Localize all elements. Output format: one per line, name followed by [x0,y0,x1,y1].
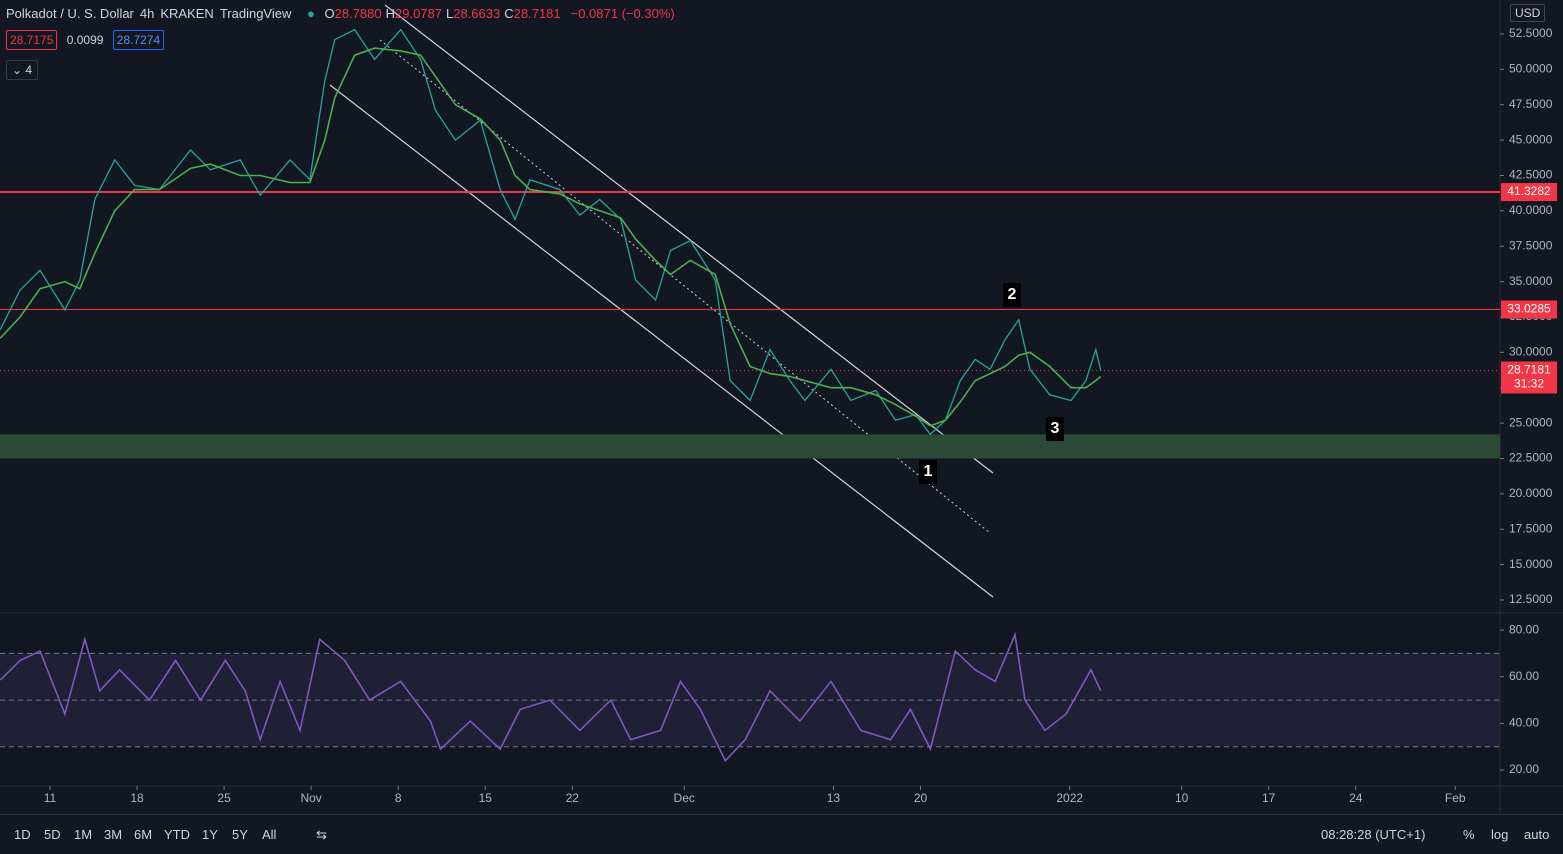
x-tick-label: Dec [674,791,695,805]
bottom-toolbar: 08:28:28 (UTC+1) ⇆ 1D 5D 1M 3M 6M YTD 1Y 5Y All%… [0,814,1563,854]
channel-lower [329,84,994,598]
y-tick-label: 47.5000 [1509,97,1553,111]
range-button[interactable]: 5D [44,827,61,842]
range-button[interactable]: 5Y [232,827,248,842]
y-tick-label: 20.0000 [1509,486,1553,500]
countdown: 31:32 [1514,377,1544,391]
ohlc-key: L [446,6,454,21]
x-tick-label: 8 [395,791,402,805]
y-tick-label: 17.5000 [1509,521,1553,535]
scale-option[interactable]: log [1491,827,1509,842]
x-tick-label: 13 [827,791,841,805]
legend-header: Polkadot / U. S. Dollar 4h KRAKEN TradingVi… [6,6,679,21]
ohlc-key: H [385,6,395,21]
price-tag-label: 33.0285 [1507,302,1551,316]
scale-option[interactable]: auto [1524,827,1550,842]
y-tick-label: 60.00 [1509,669,1539,683]
ohlc-value: 28.7880 [334,6,382,21]
ohlc-key: C [504,6,514,21]
indicators-toggle[interactable]: ⌄ 4 [6,60,39,80]
x-tick-label: 17 [1262,791,1276,805]
chart: 12.5000 15.0000 17.5000 20.0000 22.5000 25.00… [0,0,1563,814]
range-button[interactable]: 1Y [202,827,218,842]
interval: 4h [139,6,155,21]
support-zone [0,434,1500,459]
x-tick-label: 2022 [1056,791,1083,805]
y-tick-label: 25.0000 [1509,415,1553,429]
y-tick-label: 37.5000 [1509,238,1553,252]
change: −0.0871 (−0.30%) [570,6,675,21]
price-tag-label: 41.3282 [1507,184,1551,198]
ohlc-value: 29.0787 [395,6,442,21]
range-button[interactable]: 1M [74,827,93,842]
series-line [0,28,1102,436]
channel-upper [384,4,994,474]
scale-option[interactable]: % [1463,827,1475,842]
y-tick-label: 35.0000 [1509,274,1553,288]
annotation: 3 [1046,417,1064,441]
x-tick-label: Nov [300,791,321,805]
exchange: KRAKEN [160,6,214,21]
indicators-count: 4 [25,63,33,77]
series-line [0,631,1102,763]
compare-icon[interactable]: ⇆ [316,827,327,842]
y-tick-label: 12.5000 [1509,592,1553,606]
x-tick-label: 18 [130,791,144,805]
ohlc: O28.7880 H29.0787 L28.6633 C28.7181 [324,6,564,21]
status-dot: ● [307,6,315,21]
y-tick-label: 52.5000 [1509,26,1553,40]
symbol: Polkadot / U. S. Dollar [6,6,134,21]
x-tick-label: 11 [44,791,57,805]
y-tick-label: 15.0000 [1509,557,1553,571]
x-tick-label: 24 [1349,791,1363,805]
range-button[interactable]: YTD [164,827,190,842]
x-tick-label: 22 [566,791,580,805]
bid-ask: 28.7175 0.0099 28.7274 [6,30,165,50]
x-tick-label: 25 [217,791,231,805]
y-tick-label: 30.0000 [1509,345,1553,359]
x-tick-label: Feb [1445,791,1466,805]
clock: 08:28:28 (UTC+1) [1321,827,1426,842]
y-tick-label: 40.0000 [1509,203,1553,217]
ohlc-key: O [324,6,335,21]
x-tick-label: 15 [479,791,493,805]
ohlc-value: 28.7181 [513,6,561,21]
range-button[interactable]: 6M [134,827,153,842]
ohlc-value: 28.6633 [453,6,501,21]
y-tick-label: 80.00 [1509,622,1539,636]
range-button[interactable]: 3M [104,827,123,842]
range-button[interactable]: All [262,827,277,842]
currency[interactable]: USD [1510,4,1546,22]
annotation: 1 [919,460,937,484]
range-button[interactable]: 1D [14,827,31,842]
ask: 28.7274 [112,30,165,50]
channel-mid [379,39,991,534]
y-tick-label: 22.5000 [1509,451,1553,465]
price-tag-label: 28.7181 [1507,363,1551,377]
y-tick-label: 40.00 [1509,716,1539,730]
spread: 0.0099 [66,33,104,47]
y-tick-label: 45.0000 [1509,132,1553,146]
bid: 28.7175 [6,30,58,50]
y-tick-label: 20.00 [1509,762,1539,776]
brand: TradingView [219,6,292,21]
price-tag [1501,300,1557,319]
x-tick-label: 10 [1175,791,1189,805]
price-tag [1501,183,1557,202]
annotation: 2 [1003,283,1021,307]
series-line [0,47,1102,427]
y-tick-label: 50.0000 [1509,62,1553,76]
price-tag [1501,361,1557,394]
y-tick-label: 42.5000 [1509,168,1553,182]
x-tick-label: 20 [914,791,928,805]
